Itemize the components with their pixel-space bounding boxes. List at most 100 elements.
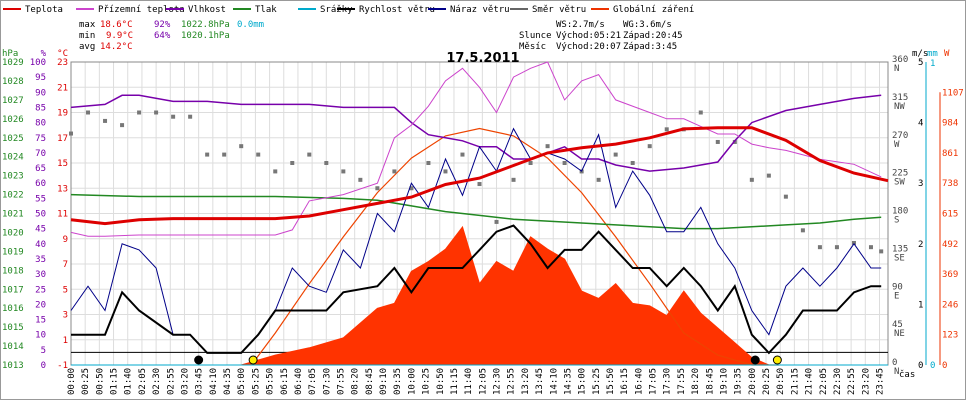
temperature-tick-label: 15 (57, 159, 68, 169)
wind-dir-tick-label: 135 (892, 244, 908, 254)
wind-dir-point (409, 186, 414, 191)
wind-dir-tick-label: 225 (892, 169, 908, 179)
legend-label: Přízemní teplota (98, 5, 185, 15)
legend-label: Rychlost větru (359, 5, 435, 15)
wind-dir-point (392, 169, 397, 174)
pressure-tick-label: 1029 (2, 58, 24, 68)
humidity-tick-label: 50 (35, 210, 46, 220)
x-tick-label: 01:15 (110, 368, 120, 395)
chart-title: 17.5.2011 (446, 51, 519, 66)
wind-speed-tick-label: 2 (918, 240, 923, 250)
wind-dir-compass-label: S (894, 216, 899, 226)
x-tick-label: 02:55 (166, 368, 176, 395)
x-tick-label: 09:35 (393, 368, 403, 395)
wind-speed-tick-label: 3 (918, 179, 923, 189)
x-tick-label: 19:10 (719, 368, 729, 395)
x-tick-label: 07:05 (308, 368, 318, 395)
stats-avg-label: avg (79, 42, 95, 52)
temperature-tick-label: 23 (57, 58, 68, 68)
wind-dir-point (137, 110, 142, 115)
wind-dir-tick-label: 90 (892, 282, 903, 292)
x-tick-label: 21:40 (805, 368, 815, 395)
radiation-tick-label: 1107 (942, 88, 964, 98)
wind-dir-tick-label: 315 (892, 93, 908, 103)
pressure-tick-label: 1015 (2, 323, 24, 333)
temperature-tick-label: 13 (57, 184, 68, 194)
x-tick-label: 17:05 (649, 368, 659, 395)
sun-rise: Východ:05:21 (556, 31, 621, 41)
x-tick-label: 16:15 (620, 368, 630, 395)
pressure-tick-label: 1025 (2, 134, 24, 144)
pressure-tick-label: 1013 (2, 361, 24, 371)
wind-speed-axis-title: m/s (912, 49, 928, 59)
radiation-tick-label: 861 (942, 149, 958, 159)
wind-dir-point (749, 177, 754, 182)
wind-dir-compass-label: NE (894, 329, 905, 339)
stats-max-press: 1022.8hPa (181, 20, 230, 30)
stats-min-label: min (79, 31, 95, 41)
x-tick-label: 20:50 (776, 368, 786, 395)
x-tick-label: 13:20 (521, 368, 531, 395)
x-tick-label: 05:50 (266, 368, 276, 395)
stats-min-hum: 64% (154, 31, 171, 41)
wind-dir-point (494, 219, 499, 224)
wind-dir-point (630, 161, 635, 165)
wind-dir-compass-label: W (894, 140, 900, 150)
wind-dir-point (171, 114, 176, 119)
wind-dir-point (375, 186, 380, 191)
x-tick-label: 19:35 (734, 368, 744, 395)
x-tick-label: 14:35 (563, 368, 573, 395)
x-tick-label: 09:10 (379, 368, 389, 395)
x-tick-label: 06:40 (294, 368, 304, 395)
series-rychlost-vetru (71, 224, 882, 355)
radiation-tick-label: 984 (942, 119, 958, 129)
radiation-axis-title: W (944, 49, 950, 59)
x-tick-label: 00:00 (67, 368, 77, 395)
moon-rise: Východ:20:07 (556, 42, 621, 52)
wind-dir-tick-label: 45 (892, 320, 903, 330)
x-tick-label: 18:45 (705, 368, 715, 395)
wind-dir-point (800, 228, 805, 233)
wind-dir-point (766, 173, 771, 178)
stats-max-temp: 18.6°C (100, 20, 133, 30)
x-tick-label: 03:20 (180, 368, 190, 395)
x-tick-label: 23:45 (875, 368, 885, 395)
x-tick-label: 20:00 (748, 368, 758, 395)
wind-dir-point (86, 110, 91, 115)
temperature-tick-label: 5 (63, 285, 68, 295)
wind-dir-point (596, 177, 601, 182)
wind-dir-point (868, 245, 873, 250)
sun-set: Západ:20:45 (623, 31, 683, 41)
x-tick-label: 04:35 (223, 368, 233, 395)
wind-dir-point (69, 131, 73, 136)
series-tlak (70, 193, 882, 230)
wind-dir-point (834, 245, 839, 250)
x-tick-label: 22:55 (847, 368, 857, 395)
radiation-tick-label: 615 (942, 210, 958, 220)
wind-dir-point (528, 161, 533, 165)
temperature-tick-label: 3 (63, 311, 68, 321)
x-tick-label: 12:05 (478, 368, 488, 395)
rain-axis-title: mm (927, 49, 938, 59)
marker-moon (194, 355, 204, 365)
temperature-axis-title: °C (57, 49, 68, 59)
wind-dir-point (460, 152, 465, 157)
wind-dir-point (103, 118, 108, 123)
series-vlhkost (70, 94, 882, 172)
x-tick-label: 22:05 (819, 368, 829, 395)
x-tick-label: 05:00 (237, 368, 247, 395)
wind-speed-tick-label: 5 (918, 58, 923, 68)
wind-dir-point (426, 161, 431, 165)
humidity-tick-label: 0 (41, 361, 46, 371)
wind-dir-compass-label: SE (894, 253, 905, 263)
stats-min-press: 1020.1hPa (181, 31, 230, 41)
pressure-tick-label: 1024 (2, 153, 24, 163)
legend-label: Globální záření (613, 5, 694, 15)
x-tick-label: 14:10 (549, 368, 559, 395)
wind-speed-tick-label: 0 (918, 361, 923, 371)
x-tick-label: 01:40 (124, 368, 134, 395)
humidity-tick-label: 55 (35, 194, 46, 204)
moon-label: Měsíc (519, 42, 546, 52)
radiation-tick-label: 369 (942, 270, 958, 280)
temperature-tick-label: 17 (57, 134, 68, 144)
